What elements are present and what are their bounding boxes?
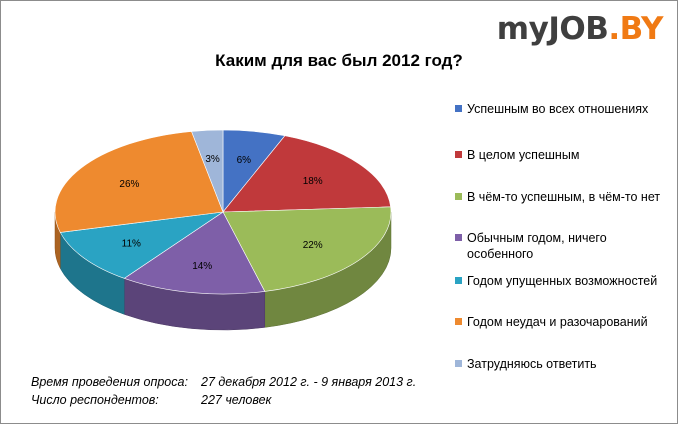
legend-swatch-2 <box>455 151 462 158</box>
respondents-row: Число респондентов: 227 человек <box>31 391 451 409</box>
pie-slice-6 <box>54 131 224 233</box>
legend-label-6: Годом неудач и разочарований <box>467 315 648 329</box>
pie-slice-2 <box>222 135 392 213</box>
legend-label-7: Затрудняюсь ответить <box>467 357 597 371</box>
legend-swatch-5 <box>455 277 462 284</box>
respondents-label: Число респондентов: <box>31 393 159 407</box>
pie-data-label-1: 6% <box>237 155 252 166</box>
legend-swatch-4 <box>455 234 462 241</box>
legend-label-5: Годом упущенных возможностей <box>467 274 658 288</box>
pie-data-label-3: 22% <box>303 240 323 251</box>
chart-title: Каким для вас был 2012 год? <box>215 51 463 70</box>
legend-label-3: В чём-то успешным, в чём-то нет <box>467 190 661 204</box>
pie-data-label-6: 26% <box>119 179 139 190</box>
pie-tops <box>54 129 392 295</box>
legend-swatch-6 <box>455 318 462 325</box>
legend-label-4: Обычным годом, ничего особенного <box>467 231 607 261</box>
legend-label-2: В целом успешным <box>467 148 580 162</box>
site-logo: myJOB.BY <box>496 11 664 47</box>
pie-data-label-7: 3% <box>205 154 220 165</box>
pie-data-label-5: 11% <box>122 238 141 249</box>
legend-swatch-1 <box>455 105 462 112</box>
pie-slice-5 <box>59 211 224 279</box>
legend-swatch-7 <box>455 360 462 367</box>
survey-period-value: 27 декабря 2012 г. - 9 января 2013 г. <box>201 375 417 389</box>
survey-period-label: Время проведения опроса: <box>31 375 188 389</box>
pie-data-label-2: 18% <box>303 176 323 187</box>
survey-info: Время проведения опроса: 27 декабря 2012… <box>31 373 451 409</box>
pie-slice-4 <box>123 211 266 295</box>
pie-data-labels: 6% 18% 22% 14% 11% 26% 3% <box>119 154 322 272</box>
legend-swatch-3 <box>455 193 462 200</box>
pie-slice-3 <box>222 206 392 292</box>
pie-slice-7 <box>191 129 224 213</box>
pie-data-label-4: 14% <box>192 261 212 272</box>
respondents-value: 227 человек <box>201 393 272 407</box>
survey-period-row: Время проведения опроса: 27 декабря 2012… <box>31 373 451 391</box>
legend-label-1: Успешным во всех отношениях <box>467 102 649 116</box>
